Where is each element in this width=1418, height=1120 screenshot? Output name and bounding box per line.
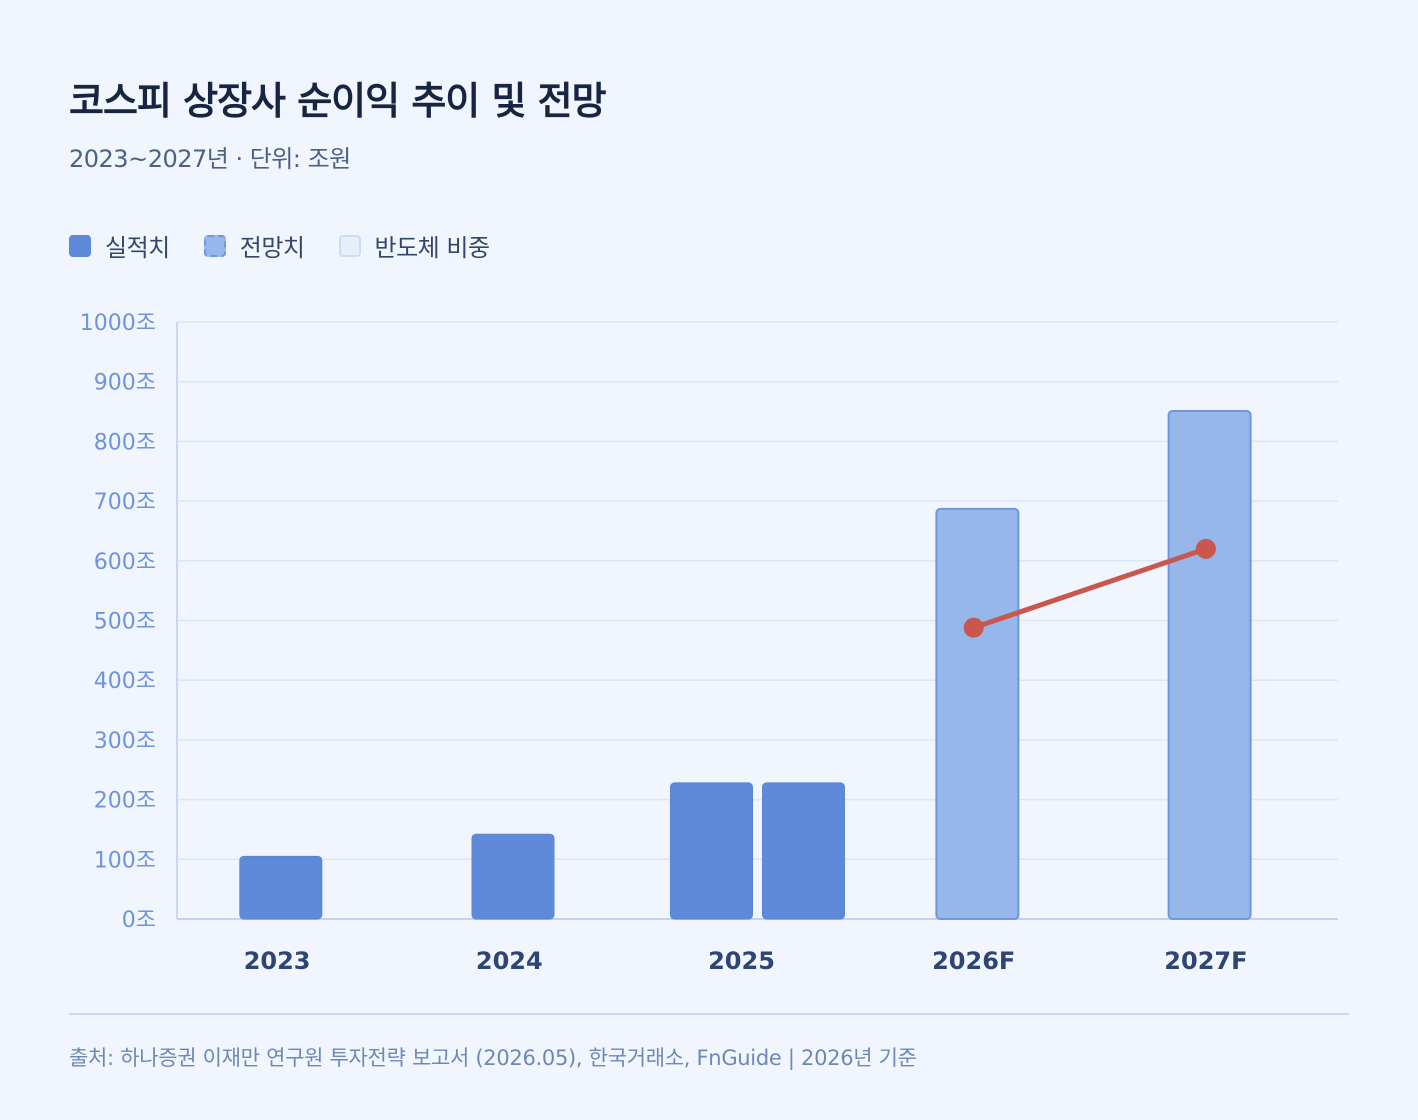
x-tick-label: 2025 bbox=[708, 947, 775, 975]
legend-swatch-forecast bbox=[203, 234, 226, 257]
y-tick-label: 800조 bbox=[94, 430, 156, 455]
chart-subtitle: 2023~2027년 · 단위: 조원 bbox=[69, 145, 351, 173]
x-tick-label: 2027F bbox=[1164, 947, 1247, 975]
bar-2023 bbox=[239, 855, 323, 920]
y-tick-label: 200조 bbox=[94, 789, 156, 814]
y-tick-label: 900조 bbox=[94, 371, 156, 396]
source-footnote: 출처: 하나증권 이재만 연구원 투자전략 보고서 (2026.05), 한국거… bbox=[69, 1046, 917, 1070]
line-point-2027F bbox=[1195, 538, 1216, 559]
y-tick-label: 700조 bbox=[94, 490, 156, 515]
y-tick-label: 600조 bbox=[94, 550, 156, 575]
y-tick-label: 500조 bbox=[94, 610, 156, 635]
legend-item-actual: 실적치 bbox=[69, 228, 170, 263]
semiconductor-line bbox=[963, 538, 1216, 638]
y-tick-label: 400조 bbox=[94, 669, 156, 694]
footer-divider bbox=[69, 1013, 1349, 1015]
x-tick-label: 2024 bbox=[476, 947, 543, 975]
line-path bbox=[971, 546, 1209, 631]
legend-item-forecast: 전망치 bbox=[203, 228, 305, 263]
legend-swatch-actual bbox=[69, 234, 91, 257]
x-tick-label: 2026F bbox=[932, 947, 1015, 975]
y-tick-label: 100조 bbox=[94, 848, 156, 873]
gridlines bbox=[177, 321, 1338, 861]
line-point-2026F bbox=[963, 617, 984, 638]
y-tick-label: 1000조 bbox=[80, 311, 156, 336]
y-axis-ticks: 0조 100조 200조 300조 400조 500조 600조 700조 800조 900조 10… bbox=[80, 311, 156, 933]
bar-2025-1 bbox=[670, 782, 753, 920]
bar-2026F bbox=[935, 507, 1020, 920]
bar-2025-2 bbox=[762, 782, 845, 920]
legend: 실적치 전망치 반도체 비중 bbox=[69, 228, 524, 263]
bar-2027F bbox=[1167, 409, 1252, 920]
legend-label-semiconductor: 반도체 비중 bbox=[374, 234, 491, 262]
legend-label-forecast: 전망치 bbox=[239, 234, 305, 262]
y-tick-label: 300조 bbox=[94, 729, 156, 754]
y-tick-label: 0조 bbox=[122, 908, 156, 933]
chart-title: 코스피 상장사 순이익 추이 및 전망 bbox=[69, 79, 607, 123]
legend-label-actual: 실적치 bbox=[105, 234, 170, 262]
legend-item-semiconductor: 반도체 비중 bbox=[338, 228, 491, 263]
x-axis-ticks: 2023 2024 2025 2026F 2027F bbox=[244, 947, 1248, 975]
bar-2024 bbox=[471, 833, 555, 920]
x-tick-label: 2023 bbox=[244, 947, 311, 975]
legend-swatch-semiconductor bbox=[338, 234, 361, 257]
bars bbox=[239, 409, 1252, 920]
chart-svg: 0조 100조 200조 300조 400조 500조 600조 700조 800조 900조 10… bbox=[80, 311, 1338, 975]
